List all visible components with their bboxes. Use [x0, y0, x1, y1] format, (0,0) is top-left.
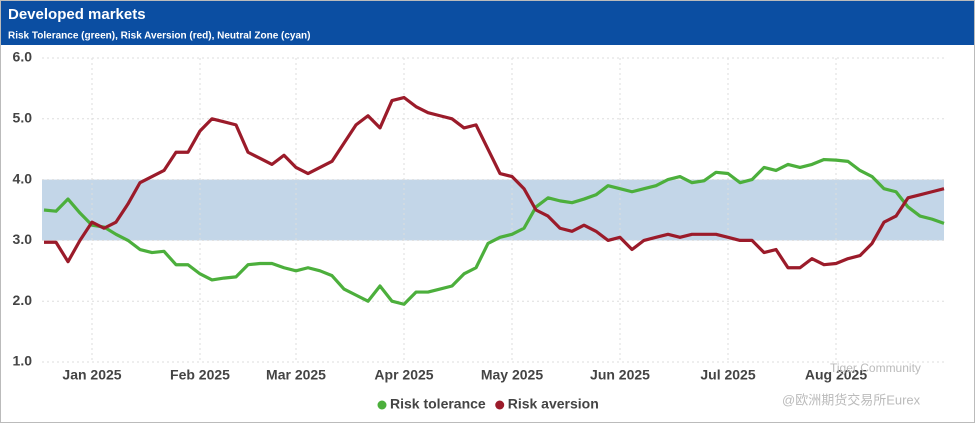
watermark: @欧洲期货交易所Eurex: [782, 392, 921, 407]
series-line: [44, 95, 945, 270]
x-tick-label: May 2025: [481, 367, 543, 383]
x-tick-label: Mar 2025: [266, 367, 326, 383]
neutral-zone: [42, 179, 944, 241]
y-tick-label: 2.0: [13, 292, 33, 308]
header: [1, 1, 974, 45]
y-tick-label: 1.0: [13, 353, 33, 369]
y-tick-label: 5.0: [13, 110, 33, 126]
x-tick-label: Apr 2025: [374, 367, 433, 383]
chart-subtitle: Risk Tolerance (green), Risk Aversion (r…: [8, 31, 311, 42]
y-tick-label: 3.0: [13, 231, 33, 247]
legend: Risk tolerance Risk aversion: [377, 396, 599, 412]
legend-marker: [495, 400, 505, 410]
y-tick-label: 6.0: [13, 49, 33, 65]
x-tick-label: Aug 2025: [805, 367, 867, 383]
x-tick-label: Jul 2025: [700, 367, 755, 383]
y-tick-label: 4.0: [13, 170, 33, 186]
chart-title: Developed markets: [8, 6, 146, 23]
x-tick-label: Jan 2025: [62, 367, 121, 383]
legend-marker: [377, 400, 387, 410]
plot: 1.0 2.0 3.0 4.0 5.0 6.0 Jan 2025 Feb 2025 Mar 20…: [13, 49, 945, 383]
series-line: [43, 157, 945, 306]
x-tick-label: Jun 2025: [590, 367, 650, 383]
x-tick-label: Feb 2025: [170, 367, 230, 383]
watermark: Tiger Community: [830, 361, 921, 375]
legend-label: Risk tolerance: [390, 396, 486, 412]
legend-label: Risk aversion: [508, 396, 599, 412]
